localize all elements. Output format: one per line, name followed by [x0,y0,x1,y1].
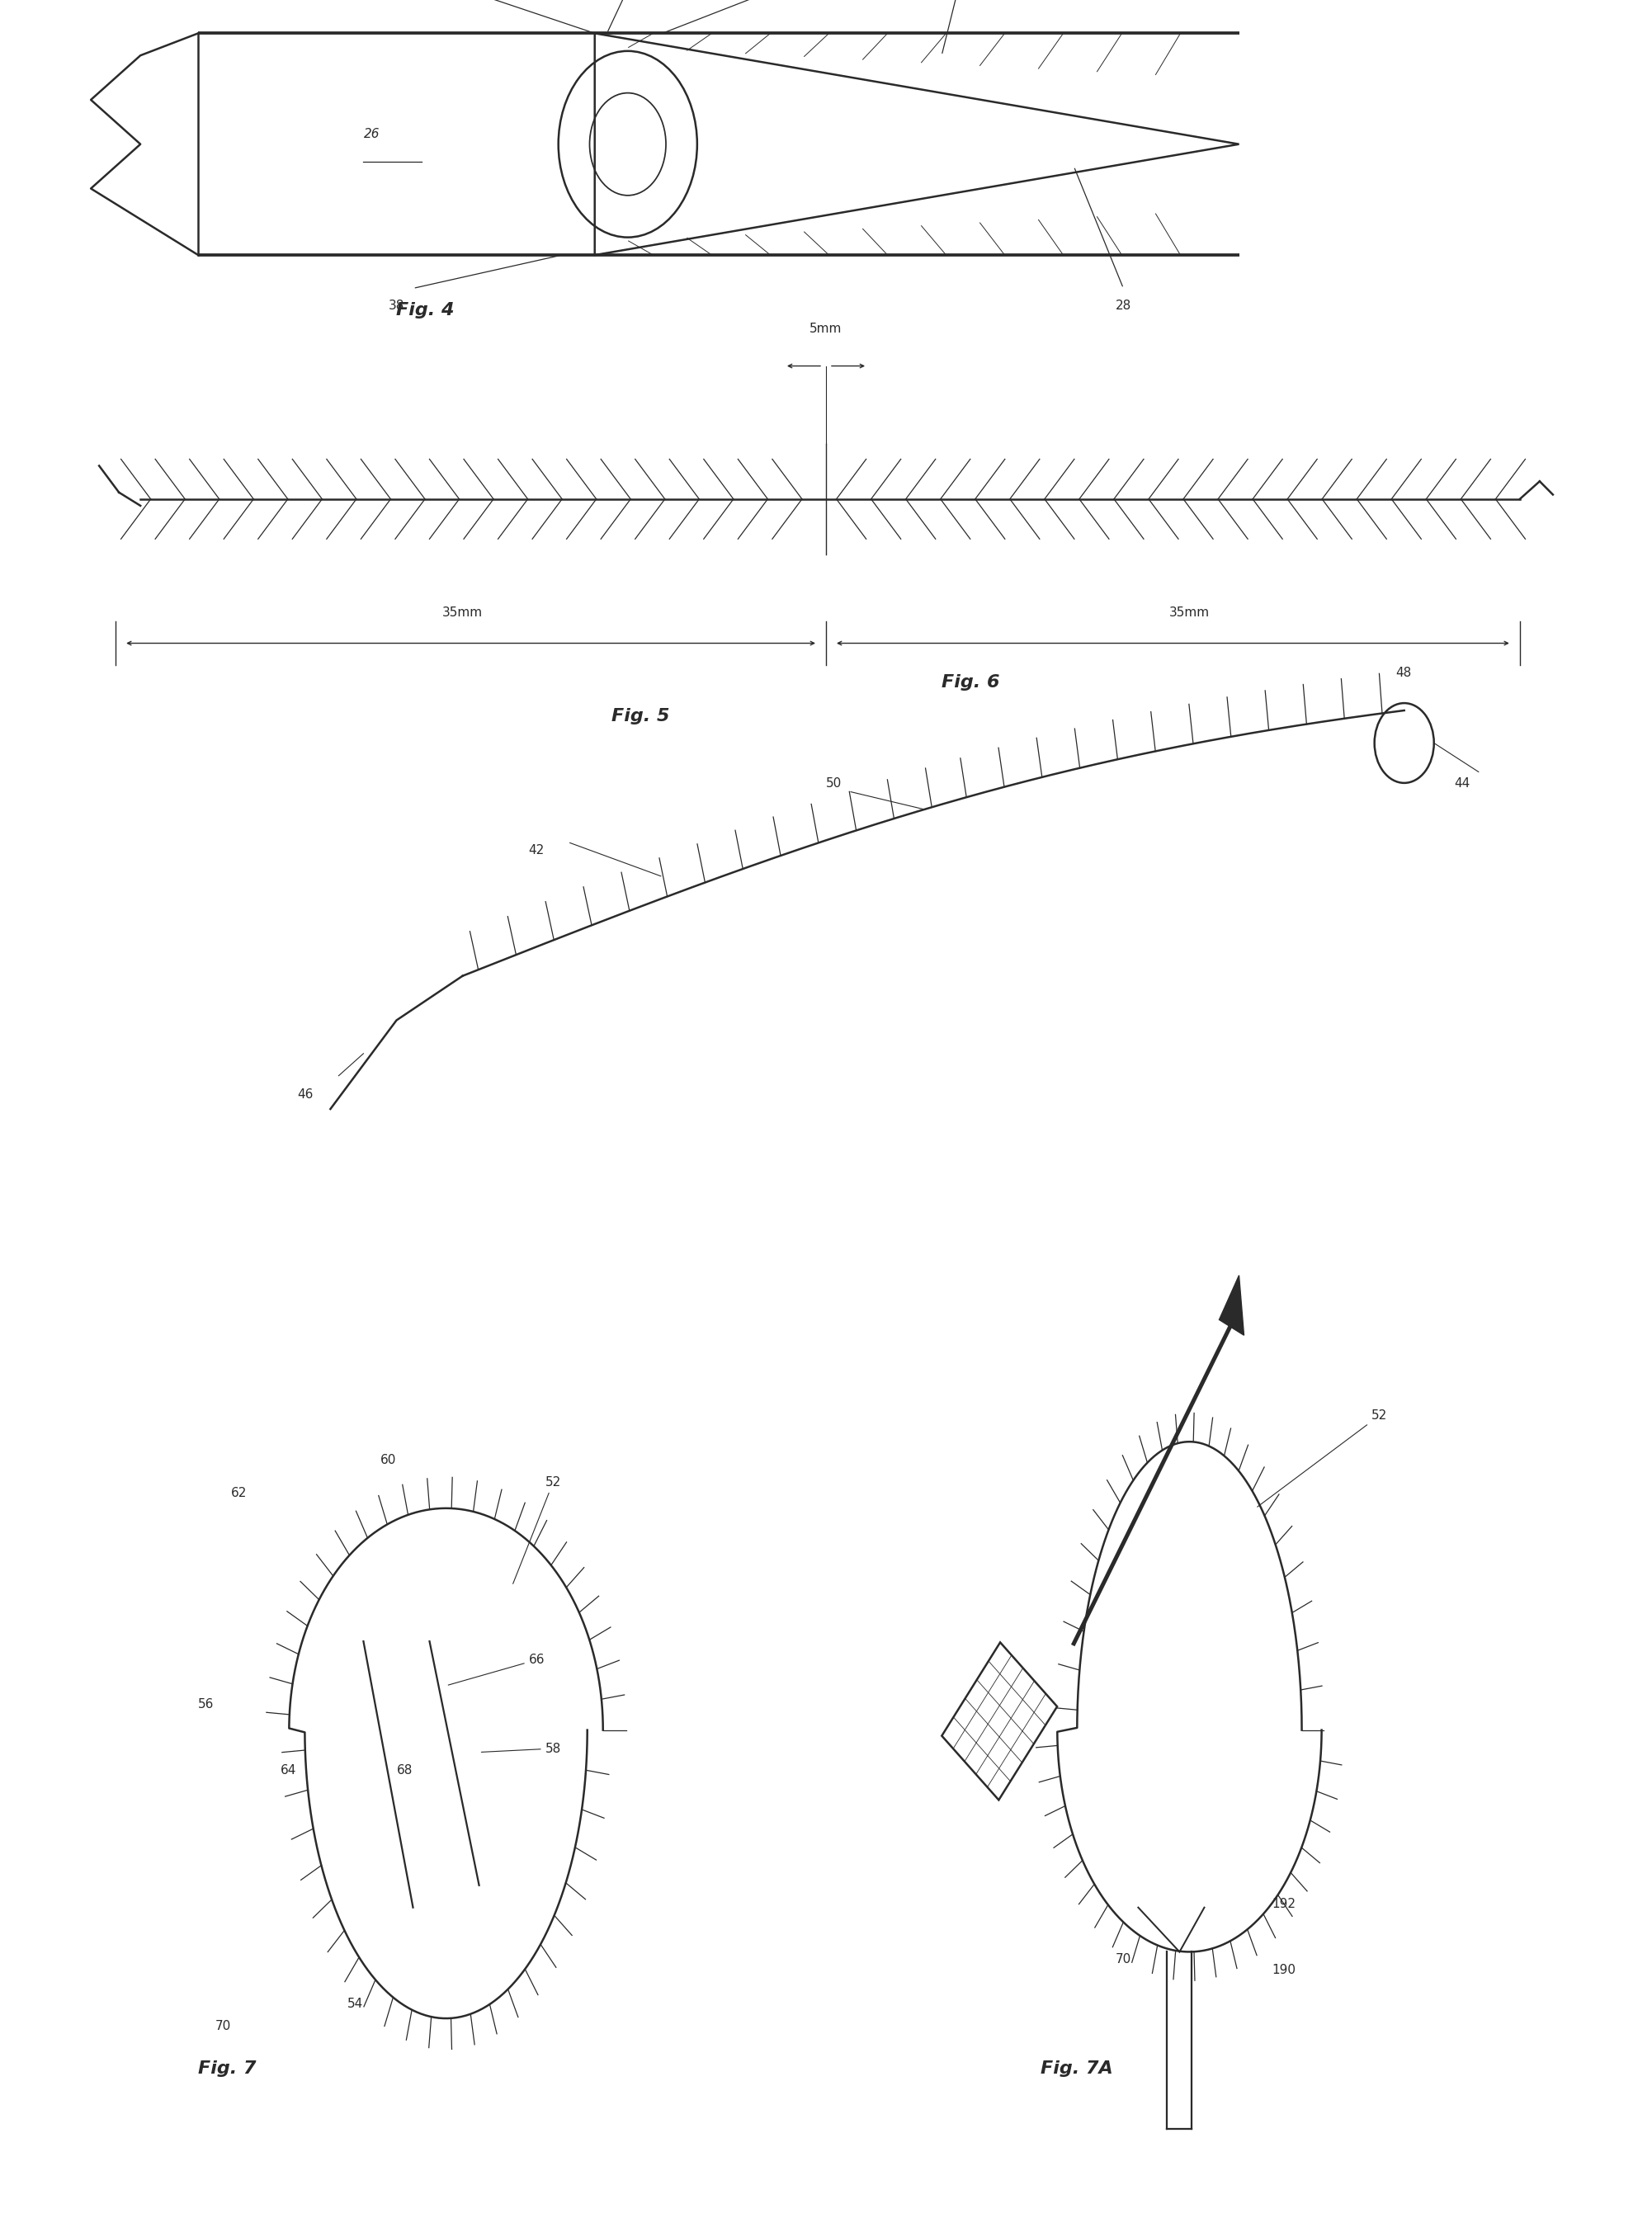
Bar [942,1641,1057,1801]
Text: 52: 52 [1257,1411,1388,1506]
Text: 48: 48 [1396,668,1412,679]
Text: 68: 68 [396,1766,413,1777]
Text: Fig. 4: Fig. 4 [396,302,454,317]
Text: 28: 28 [1115,299,1132,313]
Text: 26: 26 [363,129,380,140]
Text: Fig. 7: Fig. 7 [198,2061,256,2076]
Text: 56: 56 [198,1699,215,1710]
Text: Fig. 5: Fig. 5 [611,708,669,723]
Text: 190: 190 [1272,1965,1295,1976]
Text: 38: 38 [388,299,405,313]
Text: 44: 44 [1454,779,1470,790]
Text: 62: 62 [231,1488,248,1499]
Text: 192: 192 [1272,1899,1295,1910]
Text: 58: 58 [481,1743,562,1754]
Text: 70: 70 [1115,1954,1132,1965]
Text: Fig. 6: Fig. 6 [942,674,999,690]
Polygon shape [1219,1275,1244,1335]
Text: 54: 54 [347,1998,363,2010]
Text: 60: 60 [380,1455,396,1466]
Text: 50: 50 [826,779,843,790]
Text: 46: 46 [297,1089,314,1100]
Text: 5mm: 5mm [809,324,843,335]
Text: 42: 42 [529,845,545,856]
Text: Fig. 7A: Fig. 7A [1041,2061,1113,2076]
Text: 66: 66 [448,1655,545,1686]
Text: 35mm: 35mm [1170,608,1209,619]
Text: 64: 64 [281,1766,297,1777]
Text: 70: 70 [215,2021,231,2032]
Text: 52: 52 [514,1477,562,1584]
Text: 35mm: 35mm [443,608,482,619]
